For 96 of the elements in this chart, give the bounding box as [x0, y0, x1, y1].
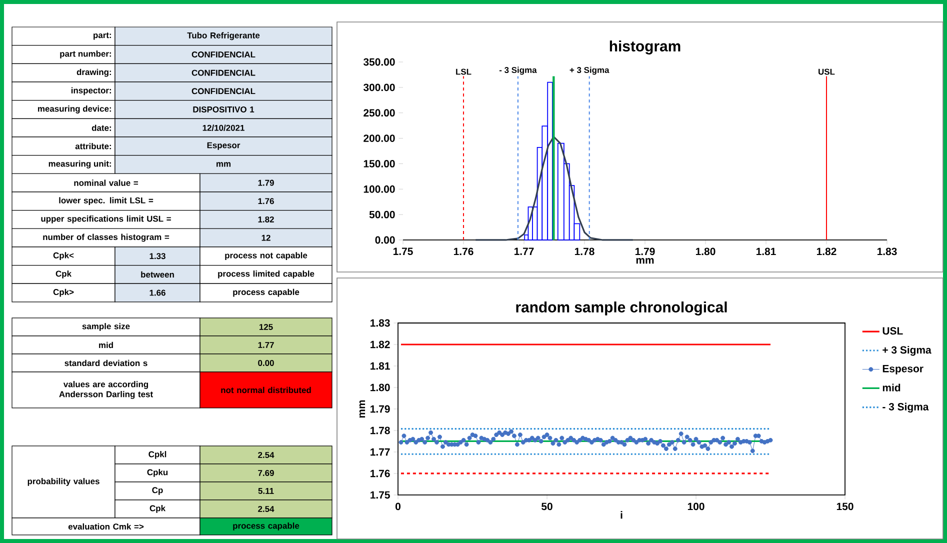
text: measuring device: [38, 106, 111, 114]
x-tick-label: 1.81 [756, 248, 776, 256]
y-tick-label: 1.76 [370, 470, 390, 478]
legend-label: USL [882, 327, 903, 335]
text: between [141, 271, 174, 278]
text: evaluation Cmk => [68, 523, 144, 530]
text: Cpk [56, 270, 72, 278]
text: 1.66 [150, 290, 166, 296]
x-tick-label: 50 [542, 502, 552, 510]
y-tick-label: 1.80 [370, 384, 390, 392]
y-tick-label: 50.00 [369, 210, 395, 218]
ref-line-label: - 3 Sigma [499, 66, 537, 75]
x-tick-label: 1.78 [574, 248, 594, 256]
text: 1.77 [258, 342, 274, 348]
x-tick-label: 100 [688, 502, 704, 510]
ref-line-label: USL [818, 68, 835, 75]
x-tick-label: 1.82 [816, 248, 836, 256]
y-tick-label: 1.83 [370, 319, 390, 327]
x-tick-label: 1.75 [393, 248, 413, 256]
text: standard deviation s [64, 360, 148, 366]
text: sample size [82, 323, 130, 331]
text: 1.76 [258, 198, 274, 204]
text: 2.54 [258, 452, 274, 458]
text: mm [216, 162, 231, 167]
y-tick-label: 1.77 [370, 448, 390, 456]
y-tick-label: 1.81 [370, 362, 390, 370]
x-axis-title: mm [636, 258, 654, 264]
text: CONFIDENCIAL [192, 88, 256, 94]
y-tick-label: 0.00 [375, 236, 395, 244]
text: upper specifications limit USL = [41, 216, 171, 224]
text: number of classes histogram = [43, 234, 170, 242]
text: 0.00 [258, 360, 274, 366]
text: Cpk< [53, 252, 74, 260]
chart-title: histogram [610, 40, 680, 54]
text: CONFIDENCIAL [192, 70, 256, 76]
text: CONFIDENCIAL [192, 51, 256, 58]
x-tick-label: 1.76 [454, 248, 474, 256]
text: nominal value = [74, 180, 138, 186]
text: Tubo Refrigerante [187, 32, 260, 40]
text: part: [94, 32, 111, 40]
text: Cpk> [53, 288, 74, 297]
text: drawing: [76, 68, 111, 77]
text: process capable [233, 522, 300, 530]
text: not normal distributed [221, 386, 311, 394]
y-tick-label: 1.82 [370, 340, 390, 348]
y-axis-title: mm [359, 400, 366, 418]
legend-label: mid [882, 384, 900, 392]
text: measuring unit: [48, 160, 111, 168]
x-tick-label: 0 [396, 502, 400, 510]
y-tick-label: 100.00 [364, 185, 395, 193]
text: 1.79 [258, 180, 274, 186]
text: DISPOSITIVO 1 [193, 106, 254, 112]
y-tick-label: 350.00 [363, 58, 395, 66]
text: date: [92, 124, 111, 131]
text: 1.82 [258, 216, 274, 222]
text: 125 [259, 324, 273, 330]
text: Espesor [207, 142, 240, 150]
x-tick-label: 1.83 [877, 248, 897, 256]
text: Cpk [150, 505, 166, 513]
y-tick-label: 1.75 [370, 491, 390, 499]
legend-label: + 3 Sigma [882, 346, 932, 356]
text: process limited capable [218, 270, 314, 278]
x-axis-title: i [620, 511, 622, 519]
text: 12/10/2021 [202, 124, 244, 131]
text: process not capable [225, 252, 308, 260]
legend-label: - 3 Sigma [882, 402, 929, 413]
y-tick-label: 1.78 [370, 426, 390, 434]
y-tick-label: 300.00 [363, 84, 395, 92]
text: attribute: [75, 143, 111, 150]
text: part number: [60, 50, 111, 58]
y-tick-label: 1.79 [370, 405, 390, 413]
x-tick-label: 150 [836, 502, 854, 510]
text: Cpkl [148, 451, 166, 459]
y-tick-label: 200.00 [364, 134, 395, 142]
y-tick-label: 150.00 [364, 160, 395, 168]
text: Cpku [147, 469, 168, 477]
text: lower spec. limit LSL = [59, 197, 154, 206]
text: inspector: [71, 87, 111, 96]
x-tick-label: 1.79 [635, 248, 655, 256]
text: 2.54 [258, 506, 274, 512]
ref-line-label: LSL [456, 68, 472, 75]
text: probability values [28, 478, 100, 486]
text: 7.69 [258, 470, 274, 476]
ref-line-label: + 3 Sigma [570, 66, 610, 75]
x-tick-label: 1.80 [696, 248, 716, 256]
text: mid [99, 342, 113, 348]
text: 1.33 [150, 253, 166, 260]
text: 12 [262, 234, 270, 241]
x-tick-label: 1.77 [514, 248, 534, 255]
chart-title: random sample chronological [516, 301, 727, 316]
y-tick-label: 250.00 [364, 109, 395, 117]
text: 5.11 [258, 488, 274, 494]
legend-label: Espesor [882, 365, 924, 374]
text: values are according Andersson Darling test [59, 381, 153, 399]
text: process capable [233, 288, 300, 297]
text: Cp [152, 487, 163, 495]
